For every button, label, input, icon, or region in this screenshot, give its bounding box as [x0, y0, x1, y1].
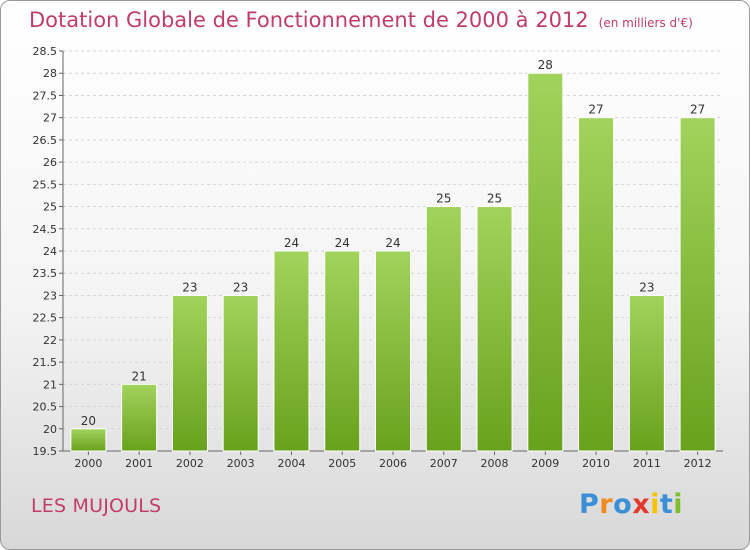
data-label-2007: 25: [436, 192, 451, 206]
bar-2004: [273, 250, 310, 452]
y-tick-label: 26.5: [33, 134, 58, 147]
logo-letter: o: [613, 489, 633, 520]
y-tick-label: 22: [43, 334, 57, 347]
y-tick-label: 21: [43, 378, 57, 391]
data-label-2005: 24: [335, 236, 350, 250]
data-label-2003: 23: [233, 280, 248, 294]
x-tick-label-2002: 2002: [176, 457, 204, 470]
bars: [70, 72, 716, 452]
logo-letter: i: [673, 489, 684, 520]
y-tick-label: 27.5: [33, 89, 58, 102]
y-tick-label: 27: [43, 112, 57, 125]
x-tick-label-2009: 2009: [531, 457, 559, 470]
data-label-2009: 28: [538, 58, 553, 72]
x-tick-label-2003: 2003: [227, 457, 255, 470]
commune-name: LES MUJOULS: [31, 495, 162, 517]
data-label-2008: 25: [487, 192, 502, 206]
logo-letter: P: [579, 489, 600, 520]
logo-letter: x: [632, 489, 651, 520]
data-label-2011: 23: [639, 280, 654, 294]
bar-2002: [171, 294, 208, 452]
x-tick-label-2004: 2004: [277, 457, 305, 470]
x-tick-label-2005: 2005: [328, 457, 356, 470]
bar-2003: [222, 294, 259, 452]
proxiti-logo[interactable]: Proxiti: [579, 489, 683, 520]
bar-2009: [527, 72, 564, 452]
bar-2000: [70, 428, 107, 452]
y-tick-label: 23: [43, 289, 57, 302]
y-tick-label: 28: [43, 67, 57, 80]
data-label-2006: 24: [385, 236, 400, 250]
y-tick-label: 23.5: [33, 267, 58, 280]
data-label-2001: 21: [132, 369, 147, 383]
y-tick-label: 25.5: [33, 178, 58, 191]
x-tick-label-2007: 2007: [430, 457, 458, 470]
y-tick-label: 26: [43, 156, 57, 169]
data-labels: 20 21 23 23 24 24 24 25 25 28 27 23 27: [81, 58, 706, 428]
data-label-2002: 23: [182, 280, 197, 294]
y-tick-label: 25: [43, 201, 57, 214]
bar-2010: [578, 117, 615, 452]
logo-letter: t: [659, 489, 674, 520]
x-tick-label-2011: 2011: [633, 457, 661, 470]
x-tick-label-2000: 2000: [74, 457, 102, 470]
chart-subtitle: (en milliers d'€): [598, 16, 693, 30]
y-tick-label: 28.5: [33, 45, 58, 58]
bar-2008: [476, 206, 513, 452]
y-tick-label: 22.5: [33, 312, 58, 325]
x-tick-label-2008: 2008: [481, 457, 509, 470]
y-tick-label: 20: [43, 423, 57, 436]
x-tick-label-2012: 2012: [684, 457, 712, 470]
x-tick-label-2001: 2001: [125, 457, 153, 470]
x-tick-label-2006: 2006: [379, 457, 407, 470]
logo-letter: r: [599, 489, 614, 520]
data-label-2010: 27: [588, 103, 603, 117]
data-label-2004: 24: [284, 236, 299, 250]
bar-2012: [679, 117, 716, 452]
bar-2006: [374, 250, 412, 452]
bar-2001: [121, 383, 158, 452]
bar-2005: [324, 250, 361, 452]
y-tick-label: 24.5: [33, 223, 58, 236]
y-tick-label: 20.5: [33, 401, 58, 414]
y-tick-label: 19.5: [33, 445, 58, 458]
y-tick-label: 21.5: [33, 356, 58, 369]
data-label-2000: 20: [81, 414, 96, 428]
bar-2007: [425, 206, 462, 452]
chart-title: Dotation Globale de Fonctionnement de 20…: [29, 8, 693, 32]
x-tick-label-2010: 2010: [582, 457, 610, 470]
axes: 19.5 20 20.5 21 21.5 22 22.5 23 23.5 24 24.5 25 25.5…: [33, 45, 723, 470]
bar-2011: [628, 294, 665, 452]
y-tick-label: 24: [43, 245, 57, 258]
logo-letter: i: [650, 489, 660, 520]
data-label-2012: 27: [690, 103, 705, 117]
